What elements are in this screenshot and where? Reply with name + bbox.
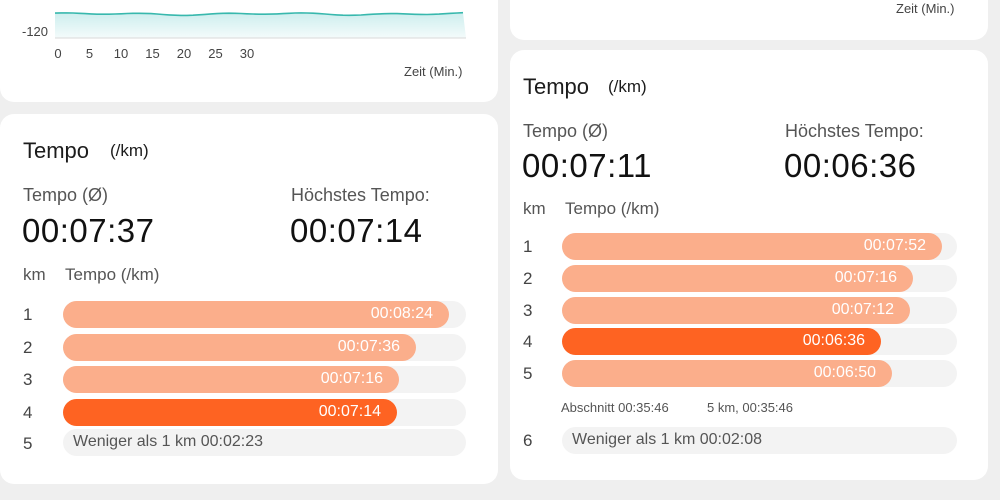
- line-chart: -120 0 5 10 15 20 25 30: [22, 11, 466, 61]
- x-tick-label: 5: [86, 46, 93, 61]
- section-title: Tempo: [523, 74, 590, 99]
- split-km-number: 2: [23, 337, 33, 357]
- max-pace-value: 00:07:14: [290, 212, 423, 249]
- pace-value: 00:06:36: [802, 332, 865, 350]
- split-km-number: 1: [23, 305, 33, 324]
- rest-km-number: 5: [23, 434, 33, 453]
- x-tick-label: 20: [177, 46, 191, 61]
- avg-pace-value: 00:07:37: [22, 212, 155, 249]
- max-pace-value: 00:06:36: [784, 147, 917, 184]
- pace-bar: 00:08:24: [63, 301, 449, 328]
- split-row: 00:08:24: [63, 301, 466, 328]
- tempo-column-header: Tempo (/km): [65, 265, 160, 284]
- split-km-number: 2: [523, 268, 533, 288]
- x-tick-label: 10: [114, 46, 128, 61]
- avg-pace-value: 00:07:11: [522, 147, 653, 184]
- pace-value: 00:07:12: [831, 300, 894, 318]
- tempo-card-right: Tempo (/km) Tempo (Ø) 00:07:11 Höchstes …: [510, 50, 988, 480]
- split-km-number: 4: [23, 402, 33, 422]
- rest-row: Weniger als 1 km 00:02:23: [63, 429, 466, 456]
- split-km-number: 1: [523, 237, 533, 256]
- pace-value: 00:07:52: [863, 237, 926, 254]
- pace-value: 00:08:24: [370, 305, 433, 322]
- top-right-chart-card: Zeit (Min.): [510, 0, 988, 40]
- avg-pace-label: Tempo (Ø): [523, 121, 609, 141]
- x-tick-label: 30: [240, 46, 254, 61]
- split-km-number: 3: [523, 300, 533, 320]
- split-row: 00:06:50: [562, 360, 957, 388]
- pace-value: 00:07:14: [318, 402, 381, 420]
- rest-row: Weniger als 1 km 00:02:08: [562, 427, 957, 454]
- split-km-number: 5: [523, 364, 533, 384]
- split-row: 00:07:16: [63, 366, 466, 393]
- section-unit: (/km): [110, 141, 149, 160]
- x-tick-label: 25: [208, 46, 222, 61]
- split-row: 00:07:36: [63, 333, 466, 361]
- km-column-header: km: [523, 199, 546, 218]
- pace-bar: 00:07:16: [562, 264, 913, 292]
- split-km-number: 3: [23, 370, 33, 389]
- pace-value: 00:07:16: [320, 370, 383, 387]
- section-title: Tempo: [23, 138, 90, 163]
- chart-area: [55, 12, 466, 38]
- pace-bar: 00:07:12: [562, 296, 910, 324]
- pace-bar: 00:06:50: [562, 360, 892, 388]
- pace-bar: 00:07:52: [562, 233, 942, 260]
- avg-pace-label: Tempo (Ø): [23, 185, 109, 205]
- section-unit: (/km): [608, 77, 647, 96]
- heart-rate-chart-card: -120 0 5 10 15 20 25 30 Zeit (Min.): [0, 0, 498, 102]
- pace-value: 00:07:16: [834, 268, 897, 286]
- split-row: 00:07:52: [562, 233, 957, 260]
- y-tick-label: -120: [22, 24, 48, 39]
- chart-line: [54, 11, 464, 17]
- tempo-column-header: Tempo (/km): [565, 199, 660, 218]
- split-row: 00:06:36: [562, 328, 957, 356]
- split-row: 00:07:12: [562, 296, 957, 324]
- split-summary: Abschnitt 00:35:46: [561, 400, 669, 415]
- pace-value: 00:07:36: [337, 337, 400, 355]
- pace-bar: 00:07:16: [63, 366, 399, 393]
- tempo-card-left: Tempo (/km) Tempo (Ø) 00:07:37 Höchstes …: [0, 114, 498, 484]
- rest-label: Weniger als 1 km 00:02:08: [572, 431, 763, 448]
- split-km-number: 4: [523, 332, 533, 352]
- x-tick-label: 15: [145, 46, 159, 61]
- fastest-pace-bar: 00:06:36: [562, 328, 881, 356]
- split-total: 5 km, 00:35:46: [707, 400, 793, 415]
- max-pace-label: Höchstes Tempo:: [785, 121, 924, 141]
- rest-label: Weniger als 1 km 00:02:23: [73, 433, 264, 450]
- split-row: 00:07:14: [63, 398, 466, 426]
- rest-km-number: 6: [523, 431, 533, 450]
- x-axis-title: Zeit (Min.): [404, 64, 463, 79]
- pace-value: 00:06:50: [813, 364, 876, 382]
- x-axis-title-right: Zeit (Min.): [896, 1, 955, 16]
- split-row: 00:07:16: [562, 264, 957, 292]
- pace-bar: 00:07:36: [63, 333, 416, 361]
- fastest-pace-bar: 00:07:14: [63, 398, 397, 426]
- km-column-header: km: [23, 265, 46, 284]
- max-pace-label: Höchstes Tempo:: [291, 185, 430, 205]
- x-tick-label: 0: [54, 46, 61, 61]
